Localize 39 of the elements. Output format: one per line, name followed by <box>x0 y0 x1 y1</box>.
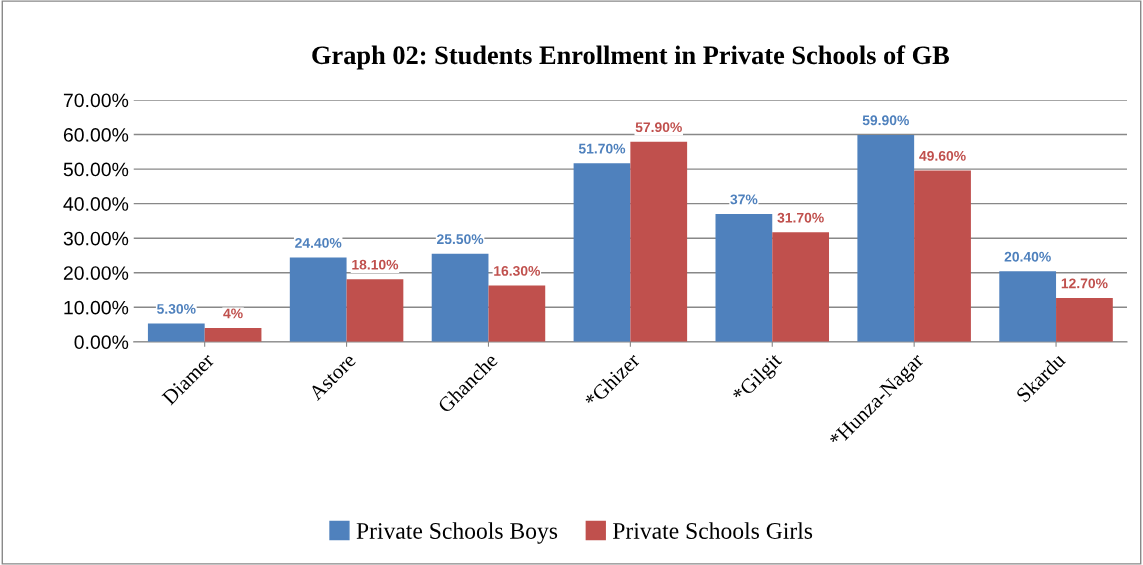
y-tick-label: 0.00% <box>74 335 129 350</box>
bar <box>999 271 1057 342</box>
data-label: 59.90% <box>862 115 909 126</box>
data-label: 16.30% <box>494 265 541 276</box>
bar <box>630 141 688 342</box>
bar <box>772 232 830 342</box>
data-label: 4% <box>223 308 243 319</box>
bar <box>346 279 404 342</box>
data-label: 31.70% <box>777 212 824 223</box>
data-label: 5.30% <box>157 303 196 314</box>
bar <box>488 285 546 342</box>
bar <box>857 134 915 342</box>
legend-label: Private Schools Girls <box>612 522 813 539</box>
chart-title: Graph 02: Students Enrollment in Private Schools of GB <box>312 45 950 70</box>
y-tick-label: 10.00% <box>64 300 129 315</box>
y-tick-label: 30.00% <box>63 231 129 246</box>
data-label: 18.10% <box>352 259 399 270</box>
bar <box>204 328 262 342</box>
legend-label: Private Schools Boys <box>356 522 558 544</box>
bar <box>914 170 971 342</box>
data-label: 20.40% <box>1004 251 1051 262</box>
data-label: 25.50% <box>437 234 484 245</box>
data-label: 49.60% <box>919 150 966 161</box>
data-label: 51.70% <box>578 143 626 154</box>
bar <box>147 323 205 342</box>
data-label: 57.90% <box>635 122 682 133</box>
data-label: 24.40% <box>295 238 342 248</box>
bar <box>431 253 489 342</box>
bar <box>1056 297 1113 342</box>
y-tick-label: 70.00% <box>63 93 129 108</box>
y-tick-label: 20.00% <box>63 266 129 280</box>
bar <box>715 214 773 342</box>
y-tick-label: 40.00% <box>63 197 129 211</box>
data-label: 12.70% <box>1061 278 1108 289</box>
data-label: 37% <box>730 194 758 205</box>
y-tick-label: 60.00% <box>63 128 129 142</box>
bar <box>573 163 631 342</box>
bar <box>289 257 347 342</box>
y-tick-label: 50.00% <box>63 162 129 177</box>
